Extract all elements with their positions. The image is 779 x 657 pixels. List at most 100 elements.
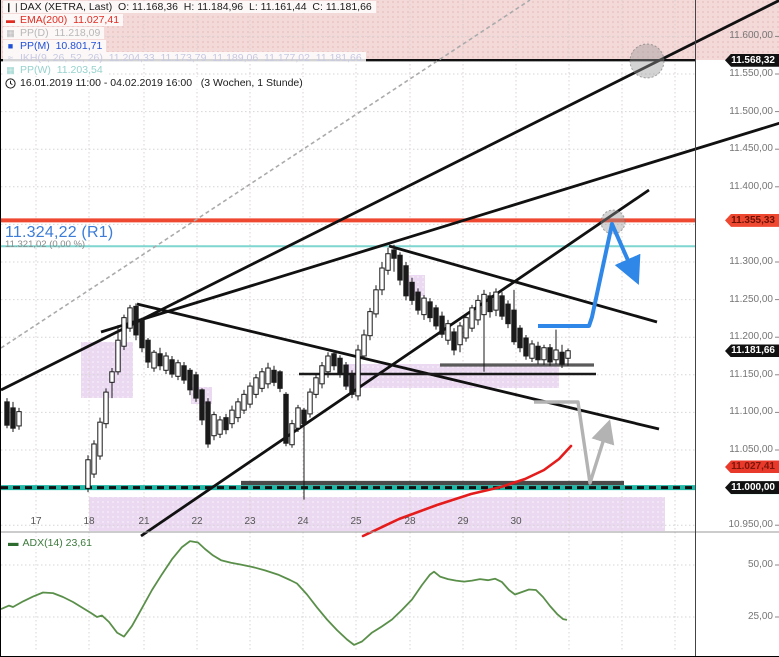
candle-down [139, 319, 145, 349]
candle-up [541, 347, 547, 361]
candle-up [109, 371, 115, 383]
candle-up [475, 299, 481, 321]
candle-up [457, 325, 463, 346]
candle-down [343, 364, 349, 387]
uptrend-fan-lower [100, 121, 779, 334]
x-axis-label-24: 24 [297, 516, 309, 527]
candle-down [409, 281, 415, 301]
candle-down [451, 331, 457, 351]
adx-label-text: ADX(14) 23,61 [22, 537, 92, 549]
candle-down [145, 339, 151, 363]
steep-uptrend [140, 188, 650, 538]
candle-down [193, 374, 199, 399]
legend-text: EMA(200) 11.027,41 [20, 14, 120, 26]
ikh-series-icon: ≈ [8, 53, 13, 63]
legend-text: IKH(9, 26, 52, 26) 11.204,33 11.173,79 1… [20, 52, 362, 64]
candle-down [499, 295, 505, 317]
price-axis-label: 11.600,00 [729, 30, 773, 42]
x-axis-label-29: 29 [457, 516, 469, 527]
x-axis-label-21: 21 [138, 516, 150, 527]
candle-down [547, 347, 553, 363]
candle-down [181, 365, 187, 381]
price-axis-label: 11.450,00 [729, 143, 773, 155]
legend-row-ikh[interactable]: ≈ IKH(9, 26, 52, 26) 11.204,33 11.173,79 … [3, 52, 366, 64]
candle-down [505, 303, 511, 325]
candle-down [523, 337, 529, 357]
candle-down [277, 371, 283, 389]
candle-up [529, 343, 535, 359]
price-badge-1135533: 11.355,33 [725, 213, 779, 227]
candle-up [127, 307, 133, 329]
candle-up [97, 421, 103, 457]
candle-up [367, 311, 373, 337]
candle-up [103, 391, 109, 425]
highlight-circle [629, 43, 665, 79]
candle-up [379, 267, 385, 291]
price-axis-label: 11.100,00 [729, 406, 773, 418]
ppm-series-icon: ■ [7, 41, 14, 51]
price-badge-1118166: 11.181,66 [725, 344, 779, 358]
adx-indicator-label[interactable]: ▬ ADX(14) 23,61 [5, 537, 95, 549]
price-badge-1156832: 11.568,32 [725, 53, 779, 67]
candlestick-series [4, 244, 571, 500]
downtrend-upper [388, 244, 658, 324]
candle-up [385, 253, 391, 271]
price-axis-label: 10.950,00 [728, 519, 774, 531]
candle-down [511, 309, 517, 343]
candle-down [535, 345, 541, 361]
candle-up [445, 323, 451, 341]
candle-down [205, 401, 211, 445]
price-axis-label: 11.150,00 [729, 368, 773, 380]
candle-down [337, 357, 343, 375]
legend-text: PP(D) 11.218,09 [20, 27, 101, 39]
support-zone [346, 364, 559, 388]
ema200-curve [361, 444, 573, 538]
timeframe-row: 16.01.2019 11:00 - 04.02.2019 16:00 (3 W… [3, 77, 307, 89]
clock-icon [5, 77, 16, 89]
candle-down [10, 407, 16, 429]
candle-up [373, 289, 379, 315]
candle-up [421, 297, 427, 316]
adx-series-icon: ▬ [8, 537, 19, 549]
price-axis-label: 11.550,00 [729, 68, 773, 79]
gray-scenario-arrow [534, 400, 615, 485]
candle-down [427, 301, 433, 319]
retracement-zero-label: 11.321,02 (0,00 %) [5, 239, 86, 250]
candle-up [259, 371, 265, 389]
candle-up [235, 401, 241, 419]
candle-up [295, 407, 301, 429]
blue-scenario-arrow [538, 222, 641, 328]
adx-line [1, 540, 568, 646]
longterm-dashed [1, 0, 531, 349]
candle-down [283, 393, 289, 444]
timeframe-text: 16.01.2019 11:00 - 04.02.2019 16:00 (3 W… [20, 77, 303, 89]
legend-row-ppm[interactable]: ■ PP(M) 10.801,71 [3, 40, 107, 52]
candle-up [361, 334, 367, 357]
candle-up [85, 459, 91, 489]
candle-up [469, 307, 475, 329]
candle-up [307, 391, 313, 415]
candle-down [391, 249, 397, 259]
candle-down [199, 389, 205, 421]
candle-up [553, 349, 559, 361]
candle-down [349, 373, 355, 395]
candle-down [271, 369, 277, 383]
candle-down [397, 254, 403, 281]
candle-up [121, 317, 127, 347]
candle-down [157, 353, 163, 367]
price-axis-label: 11.200,00 [729, 331, 773, 343]
candle-down [403, 265, 409, 297]
legend-row-dax[interactable]: ❙❘ DAX (XETRA, Last) O: 11.168,36 H: 11.1… [3, 1, 376, 13]
candle-down [559, 351, 565, 365]
x-axis-label-17: 17 [30, 516, 42, 527]
ppw-series-icon: ▦ [6, 65, 15, 75]
candle-down [301, 409, 307, 425]
legend-row-ppd[interactable]: ▦ PP(D) 11.218,09 [3, 27, 105, 39]
candle-up [265, 367, 271, 385]
legend-row-ppw[interactable]: ▦ PP(W) 11.203,54 [3, 64, 107, 76]
legend-text: PP(M) 10.801,71 [20, 40, 103, 52]
candle-up [493, 291, 499, 311]
legend-row-ema[interactable]: ▬ EMA(200) 11.027,41 [3, 14, 124, 26]
